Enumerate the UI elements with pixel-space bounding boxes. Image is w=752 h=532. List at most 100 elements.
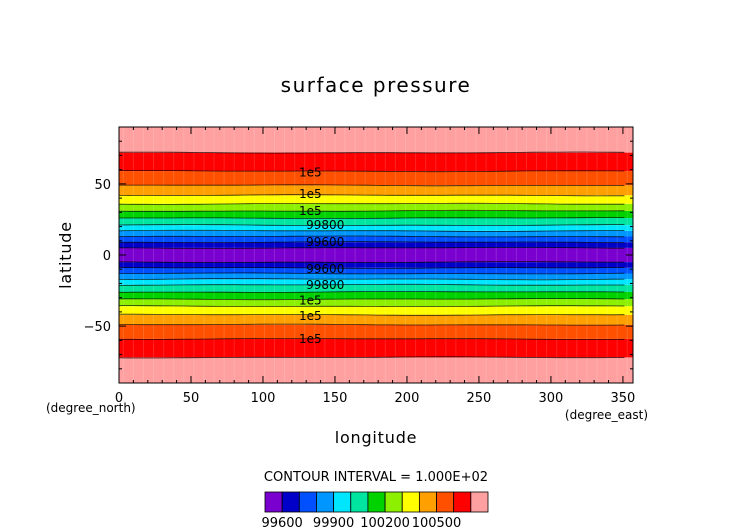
x-tick-label: 300 xyxy=(539,391,564,406)
y-axis: −50 0 50 xyxy=(84,140,633,370)
contour-label: 99600 xyxy=(306,262,344,276)
contour-band-10 xyxy=(119,267,633,274)
colorbar-segment-12 xyxy=(470,491,489,513)
x-tick-label: 50 xyxy=(183,391,200,406)
y-axis-unit: (degree_north) xyxy=(46,401,136,415)
x-axis-label: longitude xyxy=(335,428,418,447)
contour-line-7 xyxy=(118,291,625,293)
contour-label: 1e5 xyxy=(299,294,322,308)
contour-lines xyxy=(118,151,625,359)
x-tick-label: 0 xyxy=(115,391,123,406)
colorbar-segment-5 xyxy=(350,491,369,513)
colorbar-segment-2 xyxy=(298,491,317,513)
contour-band-8 xyxy=(119,279,633,285)
contour-band-5 xyxy=(119,299,633,307)
contour-line-5 xyxy=(119,305,625,308)
contour-band-1 xyxy=(119,338,633,358)
x-axis: 0 50 100 150 200 250 300 350 xyxy=(115,127,635,406)
contour-line-11 xyxy=(118,267,625,269)
contour-label: 99600 xyxy=(306,235,344,249)
colorbar-tick-label: 99600 xyxy=(261,516,302,531)
colorbar-segment-8 xyxy=(401,491,420,513)
longitude-stripes xyxy=(122,127,628,383)
contour-band-15 xyxy=(119,230,633,237)
x-axis-unit: (degree_east) xyxy=(565,408,648,422)
contour-label: 99800 xyxy=(306,218,344,232)
contour-band-16 xyxy=(119,225,633,231)
contour-line-17 xyxy=(118,224,625,227)
y-tick-label: 50 xyxy=(94,178,111,193)
colorbar-tick-label: 100200 xyxy=(360,516,410,531)
colorbar-segment-10 xyxy=(436,491,455,513)
contour-line-16 xyxy=(118,229,625,232)
contour-line-15 xyxy=(118,235,625,238)
contour-band-2 xyxy=(119,324,633,339)
contour-line-24 xyxy=(118,151,625,154)
contour-band-21 xyxy=(119,185,633,196)
x-tick-label: 350 xyxy=(611,391,636,406)
contour-band-17 xyxy=(119,218,633,226)
contour-band-3 xyxy=(119,314,633,325)
contour-band-20 xyxy=(119,195,633,204)
contour-band-12 xyxy=(119,247,633,263)
contour-line-14 xyxy=(119,241,625,244)
contour-label: 99800 xyxy=(306,278,344,292)
contour-line-2 xyxy=(119,337,625,340)
y-axis-label: latitude xyxy=(56,221,75,289)
contour-line-8 xyxy=(118,283,625,286)
contour-line-4 xyxy=(119,313,625,316)
colorbar-tick-labels: 99600 99900 100200 100500 xyxy=(261,516,461,531)
y-tick-label: −50 xyxy=(84,320,111,335)
colorbar-segment-0 xyxy=(264,491,283,513)
colorbar-segment-9 xyxy=(418,491,437,513)
contour-band-14 xyxy=(119,236,633,243)
x-tick-label: 150 xyxy=(323,391,348,406)
x-tick-label: 200 xyxy=(395,391,420,406)
x-tick-label: 100 xyxy=(251,391,276,406)
contour-band-22 xyxy=(119,171,633,186)
colorbar xyxy=(264,491,489,513)
contour-label: 1e5 xyxy=(299,309,322,323)
contour-line-1 xyxy=(118,356,625,359)
contour-band-7 xyxy=(119,284,633,292)
contour-band-18 xyxy=(119,210,633,219)
colorbar-segment-11 xyxy=(453,491,472,513)
contour-band-9 xyxy=(119,273,633,280)
contour-line-21 xyxy=(118,194,625,197)
contour-line-3 xyxy=(119,323,625,326)
colorbar-segment-7 xyxy=(384,491,403,513)
contour-line-19 xyxy=(118,209,625,212)
contour-label: 1e5 xyxy=(299,204,322,218)
contour-bands xyxy=(119,127,633,383)
chart-title: surface pressure xyxy=(281,73,472,97)
contour-line-18 xyxy=(119,217,625,220)
contour-band-23 xyxy=(119,152,633,172)
contour-line-13 xyxy=(118,246,625,249)
contour-band-24 xyxy=(119,127,633,153)
contour-band-11 xyxy=(119,262,633,268)
y-tick-label: 0 xyxy=(103,249,111,264)
colorbar-tick-label: 99900 xyxy=(313,516,354,531)
colorbar-segment-4 xyxy=(333,491,352,513)
contour-label: 1e5 xyxy=(299,332,322,346)
contour-line-6 xyxy=(118,298,625,301)
contour-line-23 xyxy=(118,170,625,173)
x-tick-label: 250 xyxy=(467,391,492,406)
contour-band-0 xyxy=(119,357,633,383)
contour-line-9 xyxy=(118,278,625,281)
contour-interval-text: CONTOUR INTERVAL = 1.000E+02 xyxy=(264,470,488,485)
contour-band-19 xyxy=(119,203,633,211)
colorbar-segment-1 xyxy=(281,491,300,513)
colorbar-segment-3 xyxy=(316,491,335,513)
contour-label: 1e5 xyxy=(299,187,322,201)
contour-band-6 xyxy=(119,291,633,300)
contour-label: 1e5 xyxy=(299,166,322,180)
contour-band-13 xyxy=(119,242,633,248)
contour-line-20 xyxy=(118,202,625,205)
contour-line-22 xyxy=(119,184,625,187)
contour-line-10 xyxy=(119,272,625,275)
colorbar-tick-label: 100500 xyxy=(412,516,462,531)
